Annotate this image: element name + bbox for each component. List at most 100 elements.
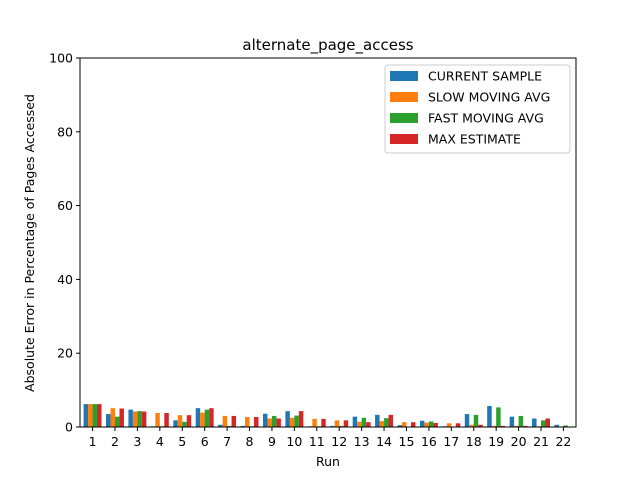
bar-slow-moving-avg-run-17 xyxy=(447,423,451,427)
x-tick-label: 18 xyxy=(466,434,482,449)
x-tick-label: 1 xyxy=(89,434,97,449)
bar-max-estimate-run-14 xyxy=(389,415,393,427)
bar-max-estimate-run-6 xyxy=(209,408,213,427)
bar-current-sample-run-13 xyxy=(353,417,357,427)
bar-slow-moving-avg-run-2 xyxy=(111,408,115,427)
bar-current-sample-run-19 xyxy=(487,406,491,427)
legend-swatch xyxy=(390,134,418,144)
x-tick-label: 16 xyxy=(421,434,437,449)
bar-max-estimate-run-3 xyxy=(142,412,146,428)
bar-max-estimate-run-12 xyxy=(344,420,348,427)
bar-current-sample-run-5 xyxy=(173,420,177,427)
bar-fast-moving-avg-run-10 xyxy=(294,416,298,427)
bar-max-estimate-run-5 xyxy=(187,415,191,427)
bar-current-sample-run-1 xyxy=(84,404,88,427)
bar-current-sample-run-21 xyxy=(532,419,536,427)
x-tick-label: 15 xyxy=(399,434,415,449)
bar-slow-moving-avg-run-5 xyxy=(178,415,182,427)
bar-max-estimate-run-10 xyxy=(299,411,303,427)
x-tick-label: 11 xyxy=(309,434,325,449)
x-tick-label: 21 xyxy=(533,434,549,449)
x-tick-label: 6 xyxy=(201,434,209,449)
bar-slow-moving-avg-run-16 xyxy=(424,423,428,427)
bar-fast-moving-avg-run-1 xyxy=(93,404,97,427)
bar-fast-moving-avg-run-14 xyxy=(384,418,388,427)
bar-current-sample-run-20 xyxy=(510,417,514,427)
bar-current-sample-run-14 xyxy=(375,415,379,427)
bar-fast-moving-avg-run-9 xyxy=(272,416,276,427)
bar-max-estimate-run-2 xyxy=(119,409,123,427)
y-tick-label: 40 xyxy=(57,272,73,287)
bar-current-sample-run-9 xyxy=(263,414,267,427)
bar-current-sample-run-10 xyxy=(285,411,289,427)
legend-label: FAST MOVING AVG xyxy=(428,111,544,126)
legend-swatch xyxy=(390,113,418,123)
bar-fast-moving-avg-run-18 xyxy=(474,415,478,427)
legend-label: SLOW MOVING AVG xyxy=(428,90,550,105)
x-tick-label: 9 xyxy=(268,434,276,449)
bar-slow-moving-avg-run-6 xyxy=(200,413,204,427)
x-tick-label: 19 xyxy=(488,434,504,449)
y-tick-label: 0 xyxy=(65,420,73,435)
x-tick-label: 5 xyxy=(178,434,186,449)
bar-slow-moving-avg-run-9 xyxy=(267,419,271,427)
bar-max-estimate-run-7 xyxy=(232,416,236,427)
x-tick-label: 12 xyxy=(331,434,347,449)
bar-current-sample-run-16 xyxy=(420,421,424,427)
bar-max-estimate-run-16 xyxy=(433,423,437,427)
y-axis-label: Absolute Error in Percentage of Pages Ac… xyxy=(22,94,37,392)
bar-max-estimate-run-13 xyxy=(366,422,370,427)
x-tick-label: 22 xyxy=(555,434,571,449)
y-tick-label: 100 xyxy=(49,51,73,66)
bar-current-sample-run-6 xyxy=(196,408,200,427)
bar-fast-moving-avg-run-13 xyxy=(362,418,366,427)
bar-max-estimate-run-15 xyxy=(411,422,415,427)
y-tick-label: 60 xyxy=(57,198,73,213)
x-tick-label: 2 xyxy=(111,434,119,449)
bar-slow-moving-avg-run-8 xyxy=(245,417,249,427)
bar-fast-moving-avg-run-19 xyxy=(496,407,500,427)
bar-slow-moving-avg-run-12 xyxy=(335,420,339,427)
bar-fast-moving-avg-run-2 xyxy=(115,417,119,427)
bar-fast-moving-avg-run-3 xyxy=(137,411,141,427)
x-axis-label: Run xyxy=(316,454,340,469)
bar-max-estimate-run-8 xyxy=(254,417,258,427)
x-tick-label: 14 xyxy=(376,434,392,449)
bar-current-sample-run-3 xyxy=(128,410,132,427)
bar-slow-moving-avg-run-13 xyxy=(357,422,361,427)
x-tick-label: 7 xyxy=(223,434,231,449)
x-tick-label: 17 xyxy=(443,434,459,449)
bar-max-estimate-run-11 xyxy=(321,419,325,427)
legend-swatch xyxy=(390,71,418,81)
chart-title: alternate_page_access xyxy=(242,36,413,55)
bar-fast-moving-avg-run-16 xyxy=(429,421,433,427)
bar-max-estimate-run-1 xyxy=(97,404,101,427)
bar-slow-moving-avg-run-4 xyxy=(155,413,159,427)
legend-swatch xyxy=(390,92,418,102)
x-tick-label: 10 xyxy=(286,434,302,449)
bar-slow-moving-avg-run-1 xyxy=(88,404,92,427)
bar-slow-moving-avg-run-10 xyxy=(290,418,294,427)
x-tick-label: 3 xyxy=(133,434,141,449)
x-tick-label: 8 xyxy=(246,434,254,449)
bar-fast-moving-avg-run-20 xyxy=(519,416,523,427)
legend: CURRENT SAMPLE SLOW MOVING AVG FAST MOVING… xyxy=(385,65,570,153)
bar-fast-moving-avg-run-5 xyxy=(182,422,186,427)
legend-label: CURRENT SAMPLE xyxy=(428,69,542,84)
bar-max-estimate-run-17 xyxy=(456,423,460,427)
bar-fast-moving-avg-run-6 xyxy=(205,410,209,427)
x-tick-label: 13 xyxy=(354,434,370,449)
bar-slow-moving-avg-run-3 xyxy=(133,412,137,428)
bar-slow-moving-avg-run-11 xyxy=(312,419,316,427)
bar-fast-moving-avg-run-21 xyxy=(541,420,545,427)
bar-max-estimate-run-21 xyxy=(546,419,550,427)
bar-max-estimate-run-9 xyxy=(276,419,280,427)
bar-slow-moving-avg-run-15 xyxy=(402,422,406,427)
y-tick-label: 20 xyxy=(57,346,73,361)
y-tick-label: 80 xyxy=(57,124,73,139)
bar-slow-moving-avg-run-14 xyxy=(380,421,384,427)
x-tick-label: 4 xyxy=(156,434,164,449)
bar-current-sample-run-18 xyxy=(465,414,469,427)
